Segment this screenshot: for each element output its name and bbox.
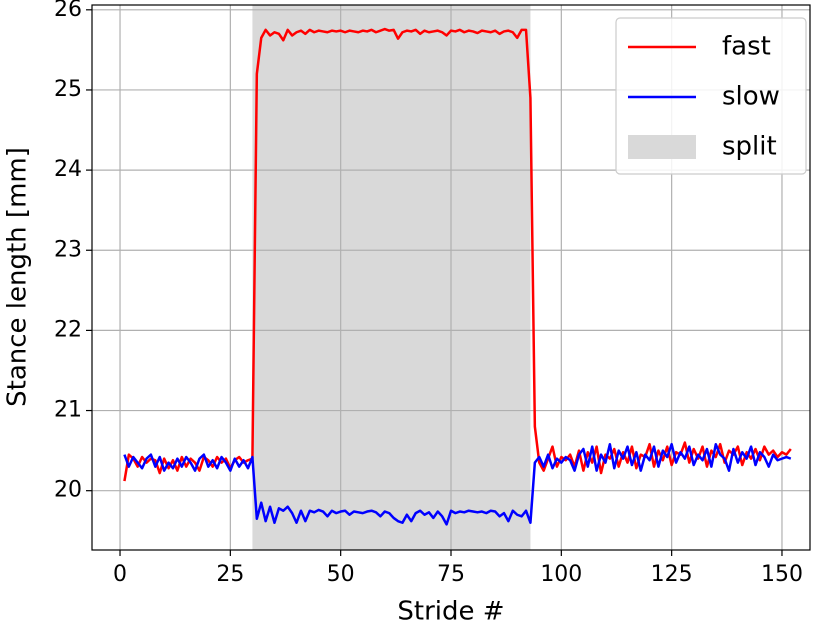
x-tick-label: 150 [761, 562, 803, 587]
legend-swatch [628, 135, 696, 159]
y-tick-label: 24 [54, 157, 82, 182]
x-tick-label: 0 [113, 562, 127, 587]
legend-label: fast [722, 32, 771, 62]
x-axis-label: Stride # [397, 597, 504, 627]
y-tick-label: 21 [54, 398, 82, 423]
x-tick-label: 25 [216, 562, 244, 587]
y-tick-label: 22 [54, 317, 82, 342]
x-tick-label: 75 [437, 562, 465, 587]
legend-label: split [722, 132, 777, 162]
split-span [252, 5, 531, 550]
y-tick-label: 20 [54, 478, 82, 503]
x-tick-label: 100 [540, 562, 582, 587]
series-line [123, 442, 792, 526]
y-tick-label: 23 [54, 237, 82, 262]
y-tick-label: 26 [54, 0, 82, 22]
legend-label: slow [722, 82, 780, 112]
y-axis-label: Stance length [mm] [3, 147, 33, 407]
axes-frame [91, 4, 811, 551]
y-tick-label: 25 [54, 77, 82, 102]
x-tick-label: 125 [651, 562, 693, 587]
x-tick-label: 50 [327, 562, 355, 587]
